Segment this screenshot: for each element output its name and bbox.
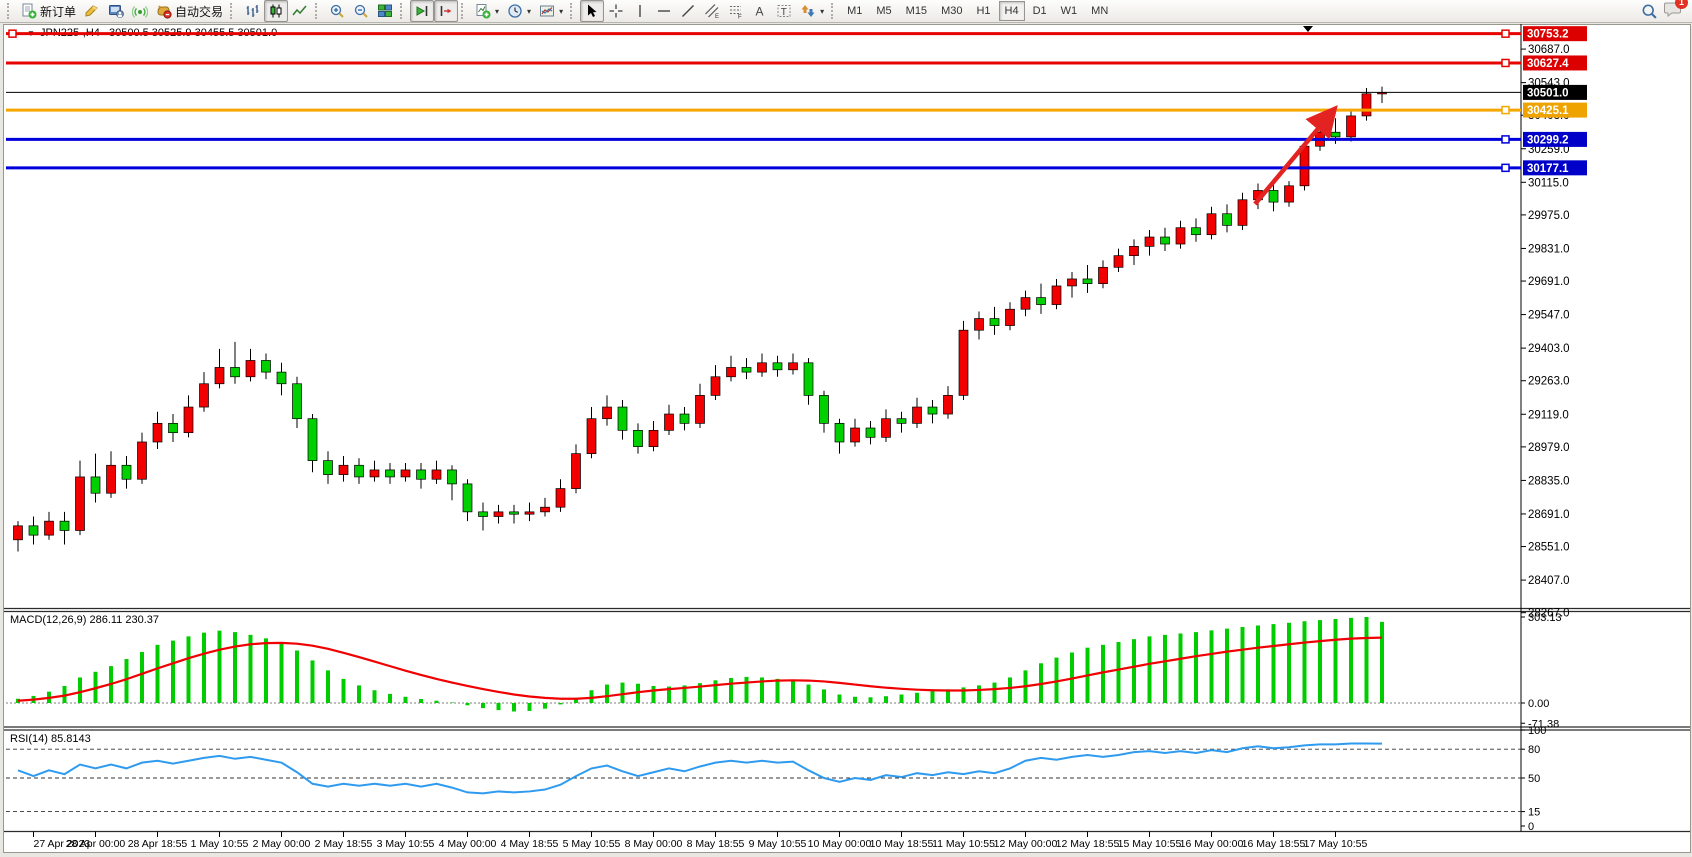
arrows-caret-icon: ▾: [820, 6, 825, 16]
fibonacci-tool-button[interactable]: F: [724, 0, 748, 22]
window-bottom-strip: [0, 853, 1692, 857]
terminal-icon: [109, 5, 124, 18]
arrows-tool-button[interactable]: ▾: [796, 0, 828, 22]
autotrading-button[interactable]: 自动交易: [152, 0, 227, 22]
chart-ohlc-values: 30500.5 30525.9 30455.5 30501.0: [108, 27, 278, 39]
auto-scroll-icon: [416, 6, 428, 16]
indicators-button[interactable]: ▾: [471, 0, 503, 22]
zoom-in-button[interactable]: [325, 0, 349, 22]
toolbar-grip[interactable]: [7, 3, 14, 19]
periods-caret-icon: ▾: [527, 6, 532, 16]
chart-window[interactable]: [3, 24, 1691, 853]
notification-count-badge: 1: [1675, 0, 1688, 9]
trendline-icon: [682, 5, 695, 17]
indicators-caret-icon: ▾: [495, 6, 500, 16]
tab-timeframe-H1[interactable]: H1: [976, 5, 991, 17]
terminal-button[interactable]: [104, 0, 128, 22]
autotrading-label: 自动交易: [175, 4, 224, 19]
candlestick-chart-type-button[interactable]: [264, 0, 289, 22]
text-tool-button[interactable]: A: [748, 0, 772, 22]
text-label-tool-button[interactable]: T: [772, 0, 796, 22]
new-order-button[interactable]: 新订单: [17, 0, 80, 22]
horizontal-line-tool-button[interactable]: [652, 0, 676, 22]
text-label-icon: T: [777, 5, 791, 18]
line-chart-type-button[interactable]: [288, 0, 312, 22]
cursor-icon: [588, 4, 597, 17]
svg-text:F: F: [738, 15, 742, 20]
line-chart-icon: [292, 5, 307, 16]
svg-text:T: T: [781, 7, 787, 18]
auto-scroll-button[interactable]: [410, 0, 435, 22]
tab-timeframe-MN[interactable]: MN: [1091, 5, 1109, 17]
tab-timeframe-M5[interactable]: M5: [876, 5, 892, 17]
chart-symbol-period: JPN225-,H4: [39, 27, 100, 39]
toolbar-right-group: 1: [1641, 0, 1688, 22]
search-icon[interactable]: [1641, 3, 1658, 20]
notifications-button[interactable]: 1: [1664, 0, 1688, 22]
vertical-line-icon: [639, 5, 641, 17]
symbol-dropdown-icon[interactable]: ▼: [27, 29, 35, 38]
template-icon: [540, 5, 555, 17]
text-icon: A: [756, 5, 764, 19]
tile-windows-icon: [378, 4, 393, 17]
metaeditor-icon: [85, 5, 98, 17]
crosshair-icon: [609, 4, 623, 18]
toolbar-grip[interactable]: [570, 3, 577, 19]
new-order-icon: [22, 3, 37, 19]
cursor-tool-button[interactable]: [580, 0, 605, 22]
periods-button[interactable]: ▾: [503, 0, 535, 22]
svg-text:A: A: [756, 5, 764, 19]
equidistant-channel-icon: E: [705, 4, 719, 19]
arrows-icon: [801, 5, 815, 17]
macd-indicator-label: MACD(12,26,9) 286.11 230.37: [10, 614, 159, 626]
zoom-in-icon: [330, 4, 344, 18]
signals-icon: [132, 6, 149, 18]
new-order-label: 新订单: [40, 4, 77, 19]
signals-button[interactable]: [128, 0, 152, 22]
toolbar-grip[interactable]: [230, 3, 237, 19]
templates-button[interactable]: ▾: [535, 0, 567, 22]
equidistant-channel-tool-button[interactable]: E: [700, 0, 724, 22]
tab-timeframe-W1[interactable]: W1: [1060, 5, 1078, 17]
tab-timeframe-M30[interactable]: M30: [941, 5, 963, 17]
vertical-line-tool-button[interactable]: [628, 0, 652, 22]
toolbar-grip[interactable]: [400, 3, 407, 19]
toolbar-grip[interactable]: [461, 3, 468, 19]
metaeditor-button[interactable]: [80, 0, 104, 22]
timeframe-button-group: M1 M5 M15 M30 H1 H4 D1 W1 MN: [841, 1, 1114, 21]
toolbar-grip[interactable]: [315, 3, 322, 19]
crosshair-tool-button[interactable]: [604, 0, 628, 22]
rsi-indicator-label: RSI(14) 85.8143: [10, 733, 91, 745]
zoom-out-button[interactable]: [349, 0, 373, 22]
bar-chart-icon: [246, 5, 259, 17]
chart-title: ▼ JPN225-,H4 30500.5 30525.9 30455.5 305…: [27, 27, 277, 39]
toolbar-grip[interactable]: [831, 3, 838, 19]
indicators-icon: [476, 4, 491, 19]
svg-text:E: E: [715, 14, 719, 19]
templates-caret-icon: ▾: [559, 6, 564, 16]
zoom-out-icon: [354, 4, 368, 18]
autotrading-icon: [157, 5, 172, 19]
fibonacci-icon: F: [730, 6, 742, 20]
chart-shift-button[interactable]: [434, 0, 459, 22]
chart-shift-icon: [440, 6, 452, 16]
tab-timeframe-M15[interactable]: M15: [905, 5, 928, 17]
horizontal-line-icon: [658, 10, 671, 12]
tab-timeframe-D1[interactable]: D1: [1032, 5, 1047, 17]
candlestick-chart-icon: [270, 4, 282, 18]
trendline-tool-button[interactable]: [676, 0, 700, 22]
bar-chart-type-button[interactable]: [240, 0, 264, 22]
tab-timeframe-M1[interactable]: M1: [847, 5, 863, 17]
tab-timeframe-H4[interactable]: H4: [998, 1, 1025, 21]
tile-windows-button[interactable]: [373, 0, 397, 22]
main-toolbar: 新订单: [0, 0, 1692, 23]
clock-icon: [508, 4, 522, 18]
